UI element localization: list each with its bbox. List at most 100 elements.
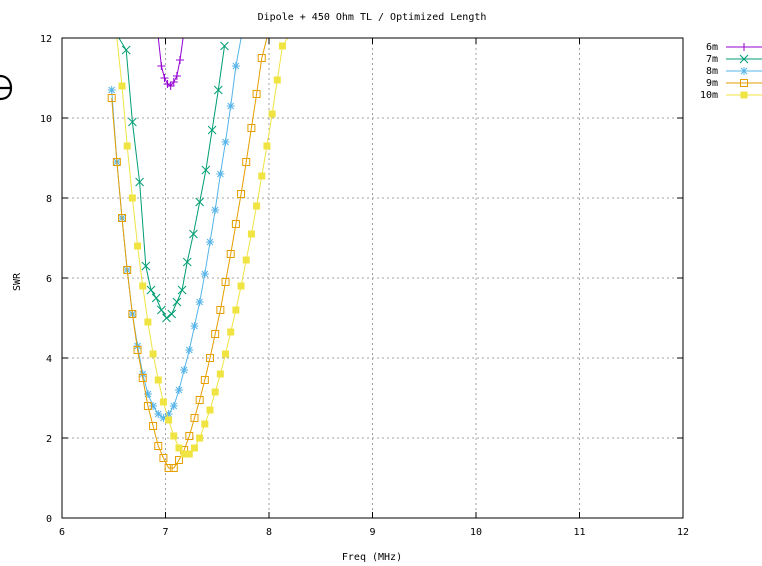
data-point-8m bbox=[159, 414, 168, 422]
data-point-7m bbox=[135, 177, 144, 187]
data-point-10m bbox=[170, 432, 178, 440]
data-point-6m bbox=[175, 56, 184, 64]
data-point-9m bbox=[143, 402, 152, 410]
data-point-10m bbox=[232, 306, 240, 314]
data-point-9m bbox=[206, 354, 215, 362]
data-point-10m bbox=[144, 318, 152, 326]
data-point-7m bbox=[182, 257, 192, 267]
data-point-9m bbox=[174, 456, 183, 464]
data-point-10m bbox=[258, 172, 266, 180]
y-tick-label: 12 bbox=[40, 34, 52, 45]
data-point-9m bbox=[195, 396, 204, 404]
data-point-9m bbox=[185, 432, 194, 440]
data-point-10m bbox=[253, 202, 261, 210]
data-point-10m bbox=[118, 82, 126, 90]
data-point-9m bbox=[133, 346, 142, 354]
data-point-9m bbox=[226, 250, 235, 258]
data-point-8m bbox=[185, 346, 194, 354]
data-point-10m bbox=[273, 76, 281, 84]
data-point-8m bbox=[216, 170, 225, 178]
series-line-8m bbox=[111, 38, 247, 419]
data-point-10m bbox=[139, 282, 147, 290]
series-layer bbox=[107, 38, 293, 472]
data-point-8m bbox=[190, 322, 199, 330]
data-point-7m bbox=[151, 293, 161, 303]
data-point-7m bbox=[195, 197, 205, 207]
data-point-9m bbox=[107, 94, 116, 102]
data-point-10m bbox=[154, 376, 162, 384]
data-point-10m bbox=[201, 420, 209, 428]
data-point-7m bbox=[167, 309, 177, 319]
legend-label-8m: 8m bbox=[706, 66, 718, 77]
series-9m bbox=[107, 38, 268, 472]
data-point-10m bbox=[165, 416, 173, 424]
x-tick-label: 6 bbox=[59, 527, 65, 538]
data-point-10m bbox=[216, 370, 224, 378]
x-tick-label: 9 bbox=[369, 527, 375, 538]
series-line-10m bbox=[116, 38, 293, 455]
data-point-9m bbox=[149, 422, 158, 430]
data-point-10m bbox=[196, 434, 204, 442]
legend-marker-10m bbox=[740, 91, 748, 99]
x-tick-label: 11 bbox=[573, 527, 585, 538]
grid bbox=[62, 38, 683, 518]
data-point-8m bbox=[231, 62, 240, 70]
legend-label-9m: 9m bbox=[706, 78, 718, 89]
y-tick-label: 0 bbox=[46, 514, 52, 525]
data-point-9m bbox=[154, 442, 163, 450]
data-point-7m bbox=[177, 285, 187, 295]
data-point-10m bbox=[123, 142, 131, 150]
series-10m bbox=[116, 38, 293, 458]
data-point-10m bbox=[247, 230, 255, 238]
data-point-7m bbox=[201, 165, 211, 175]
data-point-7m bbox=[141, 261, 151, 271]
data-point-8m bbox=[180, 366, 189, 374]
data-point-9m bbox=[164, 464, 173, 472]
data-point-10m bbox=[237, 282, 245, 290]
y-axis-label: SWR bbox=[12, 272, 23, 291]
data-point-6m bbox=[160, 74, 169, 82]
data-point-7m bbox=[121, 45, 131, 55]
data-point-7m bbox=[157, 305, 166, 315]
data-point-8m bbox=[211, 206, 220, 214]
data-point-9m bbox=[242, 158, 251, 166]
clipped-glyph-fragment bbox=[0, 74, 13, 101]
data-point-7m bbox=[162, 313, 171, 323]
legend-marker-7m bbox=[739, 54, 749, 64]
legend-marker-9m bbox=[740, 79, 748, 87]
data-point-9m bbox=[200, 376, 209, 384]
data-point-6m bbox=[169, 78, 178, 86]
data-point-10m bbox=[227, 328, 235, 336]
data-point-9m bbox=[159, 454, 168, 462]
data-point-9m bbox=[252, 90, 261, 98]
data-point-9m bbox=[190, 414, 199, 422]
data-point-10m bbox=[134, 242, 142, 250]
data-point-8m bbox=[174, 386, 183, 394]
data-point-6m bbox=[157, 62, 166, 70]
data-point-9m bbox=[216, 306, 225, 314]
axes: 6 7 8 9 10 11 12 0 2 4 6 8 10 12 bbox=[40, 34, 689, 538]
data-point-9m bbox=[169, 464, 178, 472]
data-point-7m bbox=[128, 117, 137, 127]
data-point-8m bbox=[206, 238, 215, 246]
data-point-9m bbox=[247, 124, 256, 132]
legend-marker-8m bbox=[740, 67, 748, 75]
data-point-7m bbox=[207, 125, 217, 135]
y-tick-label: 8 bbox=[46, 194, 52, 205]
legend-label-10m: 10m bbox=[700, 90, 718, 101]
x-tick-label: 7 bbox=[162, 527, 168, 538]
data-point-9m bbox=[237, 190, 246, 198]
y-tick-label: 4 bbox=[46, 354, 52, 365]
data-point-9m bbox=[211, 330, 220, 338]
data-point-8m bbox=[107, 86, 116, 94]
y-tick-label: 10 bbox=[40, 114, 52, 125]
legend-label-7m: 7m bbox=[706, 54, 718, 65]
data-point-9m bbox=[112, 158, 121, 166]
y-tick-label: 2 bbox=[46, 434, 52, 445]
data-point-8m bbox=[143, 390, 152, 398]
data-point-8m bbox=[200, 270, 209, 278]
data-point-10m bbox=[180, 450, 188, 458]
series-line-7m bbox=[111, 38, 225, 319]
data-point-10m bbox=[222, 350, 230, 358]
